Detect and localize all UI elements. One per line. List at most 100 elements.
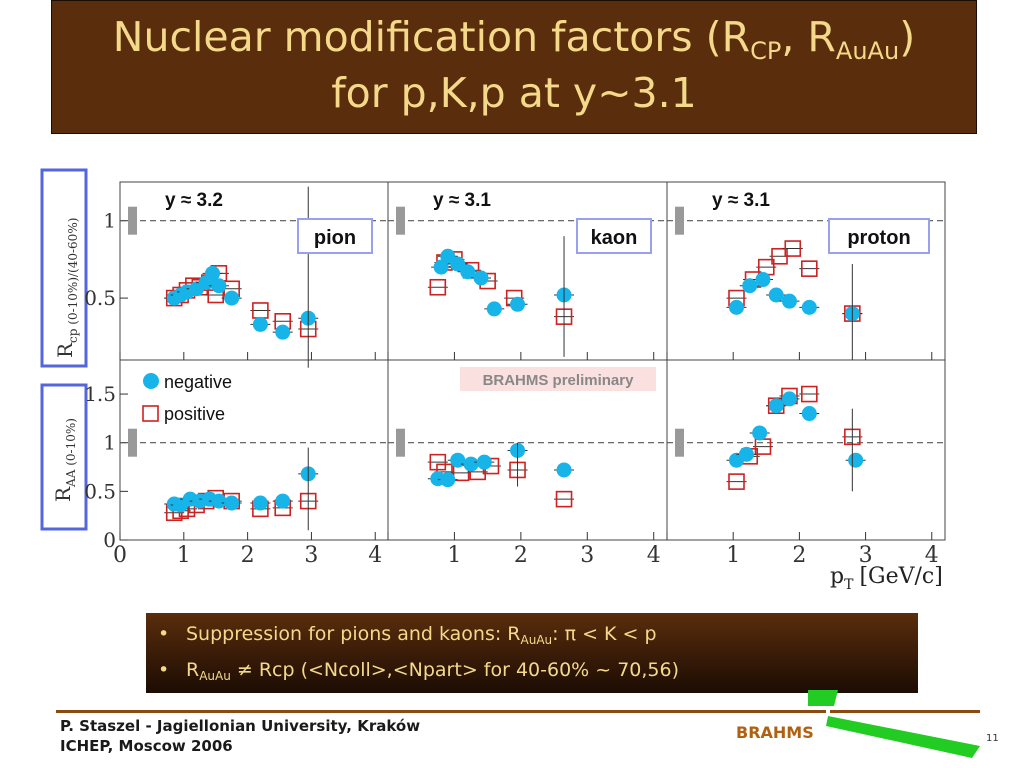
x-tick-label: 2 [241,543,255,568]
systematic-bar [128,428,137,457]
legend-positive-label: positive [164,404,225,424]
negative-point [211,493,227,509]
positive-point [555,490,573,508]
panel-frame [119,181,389,361]
bullet-2: • RAuAu ≠ Rcp (<Ncoll>,<Npart> for 40-60%… [158,659,680,683]
page-number: 11 [986,733,999,744]
negative-point [275,324,291,340]
systematic-bar [675,206,684,235]
x-tick-label: 0 [113,543,127,568]
legend-negative-label: negative [164,372,232,392]
title-box: Nuclear modification factors (RCP, RAuAu… [51,0,977,134]
footer-rule-right [830,710,980,713]
negative-point [801,406,817,422]
x-tick-label: 1 [726,543,740,568]
slide-title-line2: for p,K,p at y~3.1 [331,69,697,117]
particle-label: kaon [591,227,638,249]
panel-frame [666,181,946,361]
footer-rule-left [56,710,826,713]
positive-point [429,278,447,296]
negative-point [510,296,526,312]
negative-point [450,452,466,468]
particle-label-box [297,218,373,254]
x-tick-label: 3 [859,543,873,568]
ylabel-frame-raa [40,383,88,531]
y-tick-label: 1 [103,431,116,455]
x-tick-label: 1 [447,543,461,568]
preliminary-badge: BRAHMS preliminary [460,367,656,391]
footer-credits: P. Staszel - Jagiellonian University, Kr… [60,716,420,756]
particle-label: proton [847,227,910,249]
negative-point [738,446,754,462]
negative-point [556,462,572,478]
systematic-bar [396,428,405,457]
negative-point [781,293,797,309]
particle-label-box [576,218,652,254]
positive-point [801,385,818,403]
systematic-bar [675,428,684,457]
footer-conference: ICHEP, Moscow 2006 [60,737,233,755]
negative-point [848,452,864,468]
y-axis-title: RAA (0-10%) [51,418,78,502]
positive-point [801,260,818,277]
negative-point [473,270,489,286]
bullet-box: • Suppression for pions and kaons: RAuAu:… [146,613,918,693]
particle-label-box [828,218,930,254]
negative-point [729,299,744,315]
rapidity-label: y ≈ 3.1 [712,190,770,211]
negative-point [801,299,817,315]
negative-point [755,272,771,288]
negative-point [781,391,797,407]
negative-point [211,278,227,294]
negative-point [252,316,268,332]
bullet-1: • Suppression for pions and kaons: RAuAu:… [158,623,657,647]
legend-negative-marker [143,373,159,389]
negative-point [476,454,492,470]
negative-point [224,290,240,306]
systematic-bar [128,206,137,235]
panel-frame [387,181,668,361]
panel-frame [666,359,946,541]
y-tick-label: 0 [103,528,116,552]
rapidity-label: y ≈ 3.1 [433,190,491,211]
negative-point [440,472,456,488]
x-tick-label: 4 [925,543,939,568]
negative-point [433,259,449,275]
y-tick-label: 1 [103,209,116,233]
negative-point [463,456,479,472]
particle-label: pion [314,227,356,249]
rapidity-label: y ≈ 3.2 [165,190,223,211]
footer-author: P. Staszel - Jagiellonian University, Kr… [60,717,421,735]
positive-point [429,453,447,471]
negative-point [275,493,291,509]
negative-point [742,278,758,294]
negative-point [768,398,784,414]
x-axis-label: pT [GeV/c] [830,564,943,593]
ylabel-frame-rcp [40,168,88,368]
negative-point [486,301,502,317]
footer-brand: BRAHMS [736,723,814,742]
x-tick-label: 3 [304,543,318,568]
negative-point [460,264,476,280]
positive-point [784,240,802,257]
legend-positive-marker [142,405,159,422]
y-axis-title: Rcp (0-10%)/(40-60%) [53,218,80,358]
x-tick-label: 1 [177,543,191,568]
negative-point [752,425,768,441]
x-tick-label: 4 [368,543,382,568]
negative-point [205,265,221,281]
y-tick-label: 0.5 [84,479,116,503]
chart: Rcp (0-10%)/(40-60%) RAA (0-10%) 0.5 1 0 0.5… [40,168,946,593]
x-tick-label: 3 [580,543,594,568]
y-tick-label: 1.5 [84,382,116,406]
slide-title-line1: Nuclear modification factors (RCP, RAuAu… [112,13,916,65]
x-tick-label: 2 [792,543,806,568]
positive-point [728,473,745,490]
y-tick-label: 0.5 [84,286,116,310]
systematic-bar [396,206,405,235]
x-tick-label: 4 [647,543,661,568]
negative-point [252,495,268,511]
x-tick-label: 2 [514,543,528,568]
negative-point [224,495,240,511]
negative-point [768,287,784,303]
